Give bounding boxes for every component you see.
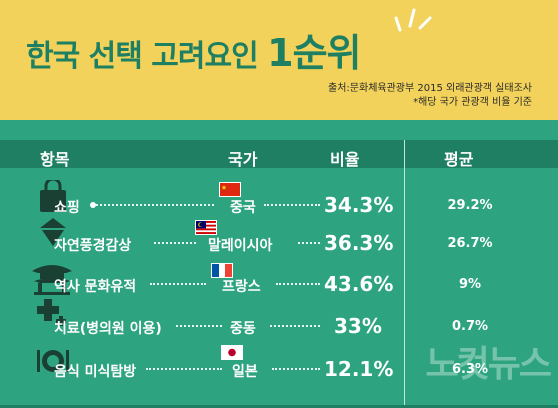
source-line: 출처:문화체육관광부 2015 외래관광객 실태조사	[328, 83, 532, 94]
ratio-value: 12.1%	[324, 357, 394, 381]
country-label: 중국	[230, 200, 256, 216]
japan-flag-icon	[222, 346, 242, 359]
item-label: 쇼핑	[54, 200, 80, 216]
average-value: 29.2%	[447, 198, 493, 213]
leader-line	[264, 204, 320, 206]
leader-line	[96, 204, 214, 206]
title-main: 한국 선택 고려요인	[26, 39, 259, 74]
country-label: 말레이시아	[208, 238, 273, 254]
palace-icon	[32, 265, 72, 295]
item-label: 역사 문화유적	[54, 279, 137, 295]
leader-dot	[90, 202, 96, 208]
ratio-value: 36.3%	[324, 231, 394, 255]
leader-line	[298, 242, 320, 244]
leader-line	[154, 242, 196, 244]
leader-line	[176, 325, 222, 327]
column-header-country: 국가	[228, 150, 258, 169]
france-flag-icon	[212, 264, 232, 277]
column-header-ratio: 비율	[330, 150, 360, 169]
ratio-value: 33%	[334, 314, 382, 338]
ratio-value: 43.6%	[324, 272, 394, 296]
country-label: 중동	[230, 321, 256, 337]
country-label: 일본	[232, 364, 258, 380]
ratio-value: 34.3%	[324, 193, 394, 217]
table-row: 치료(병의원 이용) 중동 33% 0.7%	[0, 299, 558, 345]
leader-line	[150, 283, 206, 285]
item-label: 자연풍경감상	[54, 238, 132, 254]
leader-line	[276, 283, 320, 285]
shopping-bag-icon	[40, 180, 66, 212]
average-value: 0.7%	[451, 319, 489, 334]
country-label: 프랑스	[222, 279, 261, 295]
leader-line	[270, 325, 320, 327]
plate-icon	[37, 350, 69, 372]
table-row: 자연풍경감상 말레이시아 36.3% 26.7%	[0, 218, 558, 262]
average-value: 6.3%	[451, 362, 489, 377]
table-row: 음식 미식탐방 일본 12.1% 6.3%	[0, 346, 558, 388]
title-rank: 1순위	[267, 31, 361, 75]
tree-icon	[40, 218, 66, 246]
sparkle-icon	[394, 8, 432, 32]
bottom-border	[0, 405, 558, 408]
china-flag-icon	[220, 183, 240, 196]
average-value: 26.7%	[447, 236, 493, 251]
basis-note: *해당 국가 관광객 비율 기준	[413, 97, 532, 108]
item-label: 치료(병의원 이용)	[54, 321, 162, 337]
watermark-logo: 노컷뉴스	[425, 344, 552, 385]
leader-line	[146, 368, 222, 370]
column-header-item: 항목	[40, 150, 70, 169]
chart-title: 한국 선택 고려요인 1순위	[26, 22, 362, 77]
column-divider	[404, 140, 405, 408]
column-header-average: 평균	[444, 150, 474, 169]
table-header	[0, 140, 558, 168]
table-row: 역사 문화유적 프랑스 43.6% 9%	[0, 264, 558, 303]
malaysia-flag-icon	[196, 221, 216, 234]
leader-line	[272, 368, 320, 370]
source-note: 출처:문화체육관광부 2015 외래관광객 실태조사 *해당 국가 관광객 비율…	[328, 82, 532, 110]
average-value: 9%	[458, 277, 482, 292]
item-label: 음식 미식탐방	[54, 364, 137, 380]
header-band	[0, 0, 558, 120]
table-row: 쇼핑 중국 34.3% 29.2%	[0, 180, 558, 224]
medical-cross-icon	[37, 299, 66, 326]
